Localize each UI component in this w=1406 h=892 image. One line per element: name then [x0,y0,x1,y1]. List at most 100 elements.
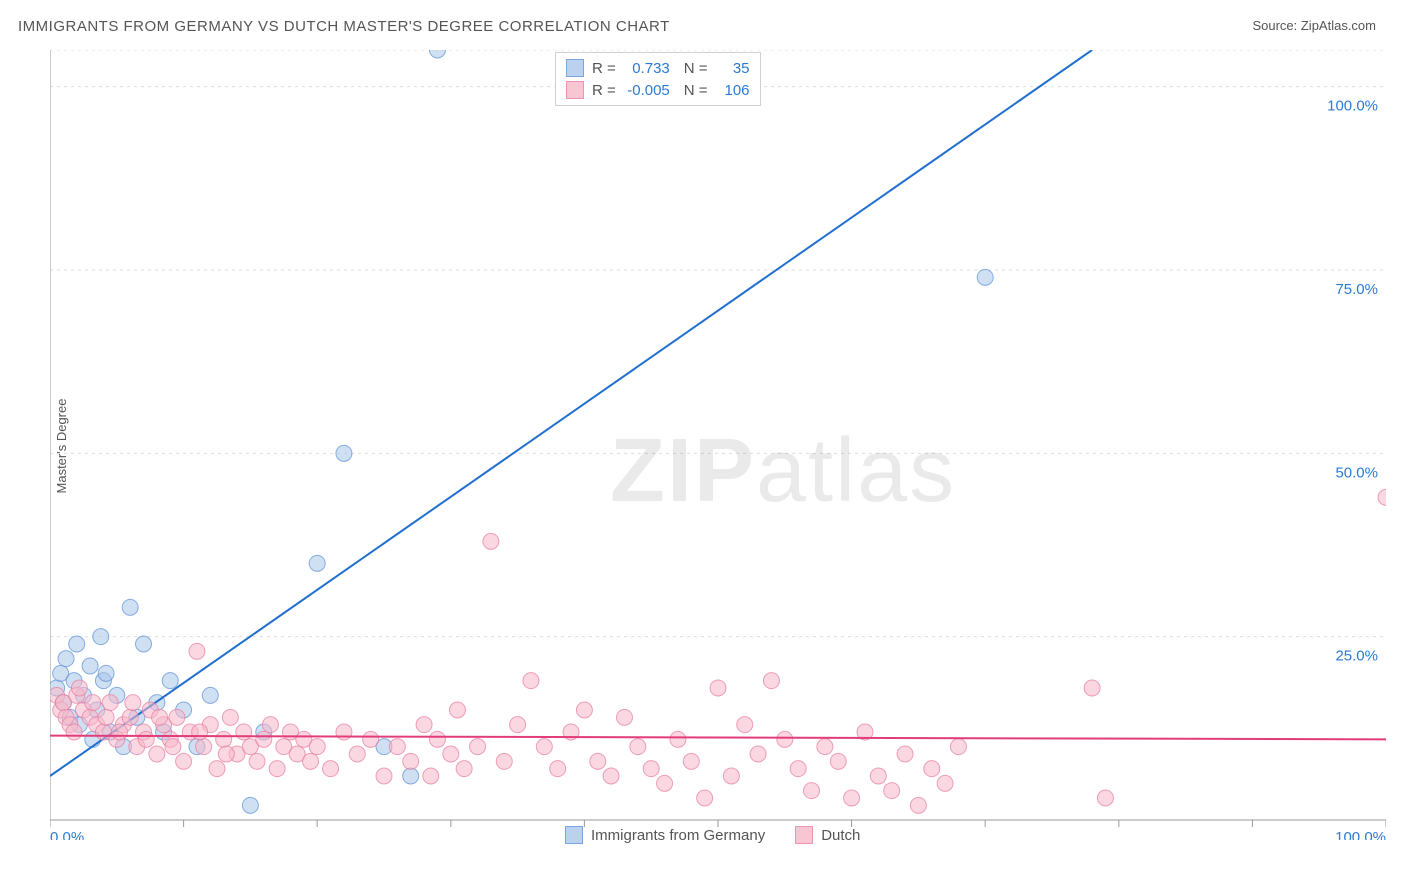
x-tick-label: 0.0% [50,829,84,840]
data-point [66,724,82,740]
data-point [683,753,699,769]
data-point [98,709,114,725]
data-point [550,761,566,777]
legend-swatch [565,826,583,844]
legend-swatch [795,826,813,844]
data-point [236,724,252,740]
data-point [429,50,445,58]
data-point [804,783,820,799]
data-point [937,775,953,791]
data-point [202,687,218,703]
data-point [590,753,606,769]
data-point [336,445,352,461]
source-link[interactable]: ZipAtlas.com [1301,18,1376,33]
data-point [152,709,168,725]
data-point [723,768,739,784]
y-tick-label: 100.0% [1327,98,1378,115]
legend-row: R = -0.005 N = 106 [566,79,750,101]
legend-N-label: N = [684,82,708,99]
data-point [884,783,900,799]
data-point [303,753,319,769]
data-point [111,724,127,740]
data-point [443,746,459,762]
data-point [349,746,365,762]
data-point [1084,680,1100,696]
legend-N-label: N = [684,60,708,77]
data-point [71,680,87,696]
data-point [218,746,234,762]
legend-swatch [566,59,584,77]
data-point [149,746,165,762]
data-point [870,768,886,784]
data-point [363,731,379,747]
data-point [176,753,192,769]
source-label: Source: [1252,18,1300,33]
data-point [423,768,439,784]
data-point [323,761,339,777]
legend-N-value: 106 [716,82,750,99]
chart-area: 25.0%50.0%75.0%100.0%0.0%100.0% ZIPatlas… [50,50,1386,840]
data-point [777,731,793,747]
series-legend: Immigrants from Germany Dutch [565,826,860,844]
data-point [309,739,325,755]
data-point [977,269,993,285]
data-point [98,665,114,681]
y-tick-label: 25.0% [1335,648,1378,665]
data-point [209,761,225,777]
data-point [192,724,208,740]
data-point [136,636,152,652]
data-point [138,731,154,747]
legend-item: Immigrants from Germany [565,826,765,844]
data-point [844,790,860,806]
data-point [196,739,212,755]
legend-R-label: R = [592,82,616,99]
data-point [697,790,713,806]
data-point [336,724,352,740]
legend-series-name: Immigrants from Germany [591,827,765,844]
legend-R-label: R = [592,60,616,77]
data-point [242,797,258,813]
source-attribution: Source: ZipAtlas.com [1252,18,1376,33]
correlation-legend: R =0.733N =35R =-0.005N =106 [555,52,761,106]
data-point [536,739,552,755]
data-point [924,761,940,777]
data-point [262,717,278,733]
data-point [162,673,178,689]
data-point [523,673,539,689]
legend-swatch [566,81,584,99]
data-point [830,753,846,769]
data-point [429,731,445,747]
data-point [416,717,432,733]
data-point [483,533,499,549]
data-point [216,731,232,747]
y-tick-label: 75.0% [1335,281,1378,298]
data-point [737,717,753,733]
data-point [496,753,512,769]
legend-item: Dutch [795,826,860,844]
regression-line [50,50,1092,776]
data-point [817,739,833,755]
legend-series-name: Dutch [821,827,860,844]
data-point [510,717,526,733]
data-point [657,775,673,791]
data-point [576,702,592,718]
legend-N-value: 35 [716,60,750,77]
data-point [670,731,686,747]
data-point [309,555,325,571]
data-point [643,761,659,777]
data-point [122,599,138,615]
data-point [58,651,74,667]
data-point [790,761,806,777]
data-point [82,658,98,674]
data-point [616,709,632,725]
data-point [403,768,419,784]
scatter-chart: 25.0%50.0%75.0%100.0%0.0%100.0% [50,50,1386,840]
data-point [256,731,272,747]
data-point [122,709,138,725]
data-point [603,768,619,784]
data-point [897,746,913,762]
data-point [910,797,926,813]
data-point [449,702,465,718]
chart-title: IMMIGRANTS FROM GERMANY VS DUTCH MASTER'… [18,18,670,35]
legend-R-value: -0.005 [624,82,670,99]
